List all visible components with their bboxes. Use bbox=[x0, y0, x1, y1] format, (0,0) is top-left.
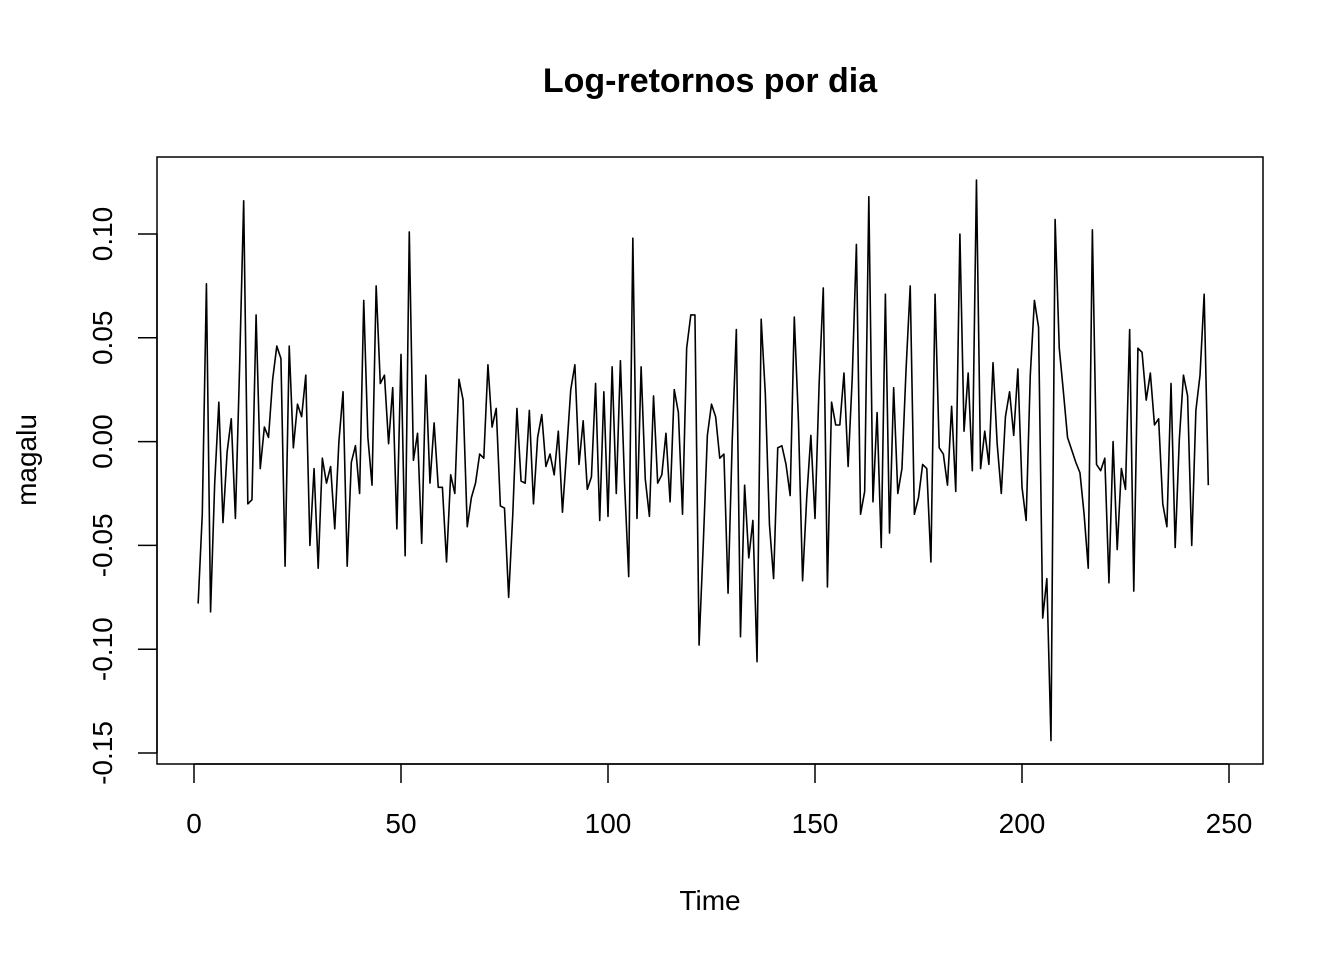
x-tick-label: 50 bbox=[385, 808, 416, 839]
x-axis: 0 50 100 150 200 250 bbox=[186, 763, 1253, 839]
chart-title: Log-retornos por dia bbox=[543, 62, 878, 100]
y-axis: -0.15 -0.10 -0.05 0.00 0.05 0.10 bbox=[87, 207, 158, 785]
y-tick-label: 0.05 bbox=[87, 311, 118, 366]
y-tick-label: 0.00 bbox=[87, 414, 118, 469]
y-tick-label: 0.10 bbox=[87, 207, 118, 262]
y-tick-label: -0.10 bbox=[87, 617, 118, 681]
x-tick-label: 200 bbox=[999, 808, 1046, 839]
series-line bbox=[197, 179, 1210, 742]
y-axis-label: magalu bbox=[11, 414, 42, 506]
y-tick-label: -0.05 bbox=[87, 513, 118, 577]
x-tick-label: 100 bbox=[585, 808, 632, 839]
x-tick-label: 0 bbox=[186, 808, 202, 839]
y-tick-label: -0.15 bbox=[87, 721, 118, 785]
x-tick-label: 250 bbox=[1206, 808, 1253, 839]
x-tick-label: 150 bbox=[792, 808, 839, 839]
x-axis-label: Time bbox=[679, 885, 740, 916]
